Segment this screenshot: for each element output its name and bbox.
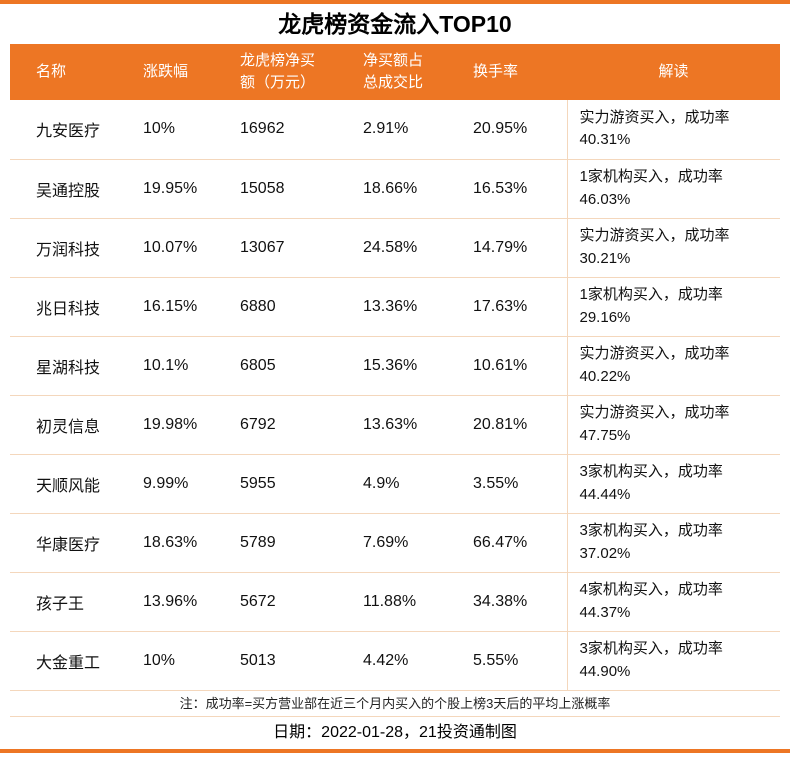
cell-net-buy: 6792: [232, 395, 355, 455]
cell-name: 大金重工: [10, 631, 135, 691]
cell-change: 13.96%: [135, 572, 232, 632]
header-change: 涨跌幅: [135, 44, 232, 100]
cell-change: 19.98%: [135, 395, 232, 455]
header-name: 名称: [10, 44, 135, 100]
cell-net-buy: 15058: [232, 159, 355, 219]
header-net-buy: 龙虎榜净买额（万元）: [232, 44, 355, 100]
cell-net-buy-ratio: 24.58%: [355, 218, 465, 278]
cell-change: 19.95%: [135, 159, 232, 219]
header-interpretation: 解读: [567, 44, 780, 100]
cell-interpretation: 实力游资买入，成功率30.21%: [566, 218, 780, 278]
bottom-accent-bar: [0, 748, 790, 753]
cell-name: 九安医疗: [10, 100, 135, 160]
cell-net-buy-ratio: 13.63%: [355, 395, 465, 455]
cell-name: 吴通控股: [10, 159, 135, 219]
top-accent-bar: [0, 0, 790, 4]
table-row: 万润科技 10.07% 13067 24.58% 14.79% 实力游资买入，成…: [10, 218, 780, 278]
table-row: 初灵信息 19.98% 6792 13.63% 20.81% 实力游资买入，成功…: [10, 395, 780, 455]
cell-name: 兆日科技: [10, 277, 135, 337]
footnote: 注：成功率=买方营业部在近三个月内买入的个股上榜3天后的平均上涨概率: [10, 691, 780, 717]
cell-change: 10.07%: [135, 218, 232, 278]
table-row: 九安医疗 10% 16962 2.91% 20.95% 实力游资买入，成功率40…: [10, 100, 780, 160]
cell-name: 孩子王: [10, 572, 135, 632]
table-row: 兆日科技 16.15% 6880 13.36% 17.63% 1家机构买入，成功…: [10, 277, 780, 337]
cell-net-buy: 13067: [232, 218, 355, 278]
page-title: 龙虎榜资金流入TOP10: [278, 11, 512, 37]
cell-turnover: 5.55%: [465, 631, 567, 691]
cell-turnover: 66.47%: [465, 513, 567, 573]
cell-interpretation: 实力游资买入，成功率47.75%: [566, 395, 780, 455]
cell-change: 18.63%: [135, 513, 232, 573]
table-header-row: 名称 涨跌幅 龙虎榜净买额（万元） 净买额占总成交比 换手率 解读: [10, 44, 780, 100]
cell-turnover: 14.79%: [465, 218, 567, 278]
cell-turnover: 34.38%: [465, 572, 567, 632]
cell-name: 初灵信息: [10, 395, 135, 455]
cell-interpretation: 1家机构买入，成功率46.03%: [566, 159, 780, 219]
cell-change: 10%: [135, 100, 232, 160]
cell-change: 10%: [135, 631, 232, 691]
cell-net-buy: 6880: [232, 277, 355, 337]
table-row: 天顺风能 9.99% 5955 4.9% 3.55% 3家机构买入，成功率44.…: [10, 454, 780, 514]
table-row: 孩子王 13.96% 5672 11.88% 34.38% 4家机构买入，成功率…: [10, 572, 780, 632]
date-line: 日期：2022-01-28，21投资通制图: [273, 723, 517, 741]
cell-interpretation: 4家机构买入，成功率44.37%: [566, 572, 780, 632]
cell-turnover: 10.61%: [465, 336, 567, 396]
cell-net-buy-ratio: 15.36%: [355, 336, 465, 396]
table-row: 大金重工 10% 5013 4.42% 5.55% 3家机构买入，成功率44.9…: [10, 631, 780, 691]
cell-net-buy-ratio: 4.9%: [355, 454, 465, 514]
cell-net-buy: 6805: [232, 336, 355, 396]
cell-net-buy-ratio: 13.36%: [355, 277, 465, 337]
cell-net-buy-ratio: 2.91%: [355, 100, 465, 160]
table-row: 吴通控股 19.95% 15058 18.66% 16.53% 1家机构买入，成…: [10, 159, 780, 219]
top10-table: 名称 涨跌幅 龙虎榜净买额（万元） 净买额占总成交比 换手率 解读 九安医疗 1…: [10, 44, 780, 691]
cell-interpretation: 3家机构买入，成功率44.90%: [566, 631, 780, 691]
cell-name: 星湖科技: [10, 336, 135, 396]
cell-name: 天顺风能: [10, 454, 135, 514]
cell-change: 9.99%: [135, 454, 232, 514]
cell-net-buy-ratio: 4.42%: [355, 631, 465, 691]
content-area: 名称 涨跌幅 龙虎榜净买额（万元） 净买额占总成交比 换手率 解读 九安医疗 1…: [0, 44, 790, 749]
cell-interpretation: 实力游资买入，成功率40.31%: [566, 100, 780, 160]
cell-net-buy-ratio: 11.88%: [355, 572, 465, 632]
header-turnover: 换手率: [465, 44, 567, 100]
cell-turnover: 20.81%: [465, 395, 567, 455]
cell-turnover: 17.63%: [465, 277, 567, 337]
cell-net-buy: 5955: [232, 454, 355, 514]
cell-net-buy-ratio: 18.66%: [355, 159, 465, 219]
table-row: 华康医疗 18.63% 5789 7.69% 66.47% 3家机构买入，成功率…: [10, 513, 780, 573]
cell-interpretation: 3家机构买入，成功率37.02%: [566, 513, 780, 573]
cell-net-buy: 5672: [232, 572, 355, 632]
cell-net-buy: 5789: [232, 513, 355, 573]
cell-interpretation: 1家机构买入，成功率29.16%: [566, 277, 780, 337]
cell-name: 华康医疗: [10, 513, 135, 573]
cell-turnover: 3.55%: [465, 454, 567, 514]
table-row: 星湖科技 10.1% 6805 15.36% 10.61% 实力游资买入，成功率…: [10, 336, 780, 396]
cell-change: 16.15%: [135, 277, 232, 337]
cell-net-buy-ratio: 7.69%: [355, 513, 465, 573]
cell-change: 10.1%: [135, 336, 232, 396]
header-net-buy-ratio: 净买额占总成交比: [355, 44, 465, 100]
cell-net-buy: 5013: [232, 631, 355, 691]
cell-interpretation: 实力游资买入，成功率40.22%: [566, 336, 780, 396]
cell-name: 万润科技: [10, 218, 135, 278]
cell-net-buy: 16962: [232, 100, 355, 160]
cell-interpretation: 3家机构买入，成功率44.44%: [566, 454, 780, 514]
cell-turnover: 20.95%: [465, 100, 567, 160]
cell-turnover: 16.53%: [465, 159, 567, 219]
